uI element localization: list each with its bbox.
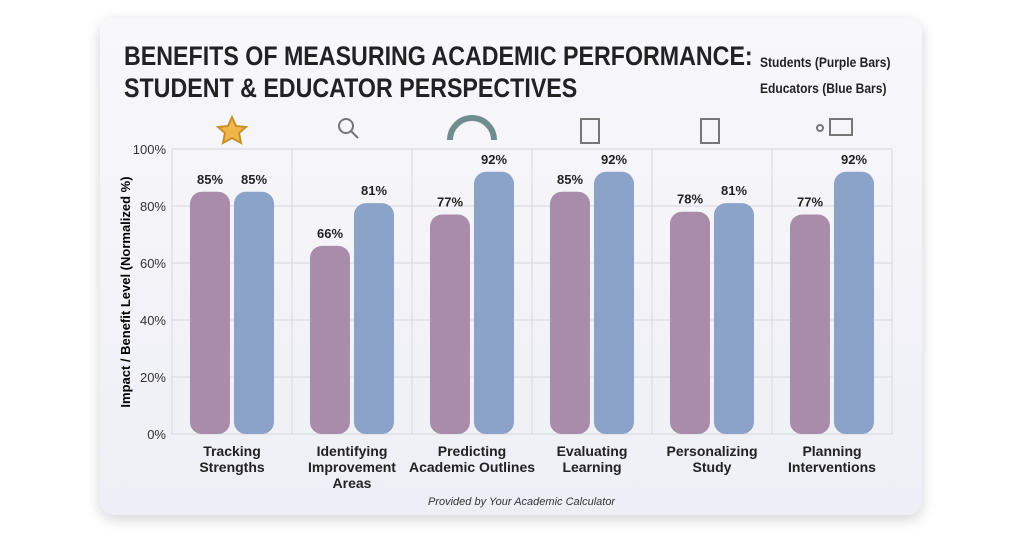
chart-title: BENEFITS OF MEASURING ACADEMIC PERFORMAN… bbox=[124, 41, 753, 103]
bar bbox=[790, 214, 830, 434]
bar bbox=[550, 191, 590, 434]
clipboard-icon bbox=[700, 118, 720, 144]
star-icon bbox=[215, 114, 249, 145]
bar bbox=[474, 171, 514, 435]
x-tick-label: Planning Interventions bbox=[788, 443, 876, 475]
board-icon bbox=[829, 118, 853, 136]
search-icon-handle bbox=[350, 130, 359, 139]
footer: Provided by Your Academic Calculator bbox=[428, 496, 616, 508]
icons bbox=[215, 114, 853, 145]
gauge-icon bbox=[447, 115, 497, 141]
bar bbox=[670, 211, 710, 434]
x-tick-label: Identifying Improvement Areas bbox=[308, 443, 396, 491]
bar bbox=[714, 203, 754, 434]
bar bbox=[190, 191, 230, 434]
value-label: 77% bbox=[437, 195, 463, 210]
value-label: 78% bbox=[677, 192, 703, 207]
value-label: 92% bbox=[601, 152, 627, 167]
value-label: 85% bbox=[197, 172, 223, 187]
y-tick-label: 80% bbox=[140, 199, 166, 214]
y-tick-label: 20% bbox=[140, 370, 166, 385]
y-tick-label: 0% bbox=[147, 427, 166, 442]
value-label: 92% bbox=[841, 152, 867, 167]
bar bbox=[234, 191, 274, 434]
bar bbox=[594, 171, 634, 435]
x-tick-label: Evaluating Learning bbox=[556, 443, 628, 475]
value-label: 81% bbox=[721, 183, 747, 198]
x-tick-label: Tracking Strengths bbox=[199, 443, 265, 475]
person-icon bbox=[816, 124, 824, 132]
legend-entry: Educators (Blue Bars) bbox=[760, 80, 887, 96]
y-axis-label: Impact / Benefit Level (Normalized %) bbox=[118, 176, 133, 407]
y-tick-label: 60% bbox=[140, 256, 166, 271]
y-tick-label: 40% bbox=[140, 313, 166, 328]
bar bbox=[354, 203, 394, 434]
y-tick-label: 100% bbox=[133, 142, 167, 157]
clipboard-icon bbox=[580, 118, 600, 144]
value-label: 85% bbox=[241, 172, 267, 187]
bar bbox=[430, 214, 470, 434]
bar bbox=[834, 171, 874, 435]
value-label: 92% bbox=[481, 152, 507, 167]
x-tick-label: Predicting Academic Outlines bbox=[408, 443, 536, 475]
x-tick-label: Personalizing Study bbox=[666, 443, 758, 475]
value-label: 66% bbox=[317, 226, 343, 241]
value-label: 81% bbox=[361, 183, 387, 198]
search-icon bbox=[338, 118, 354, 134]
bar bbox=[310, 245, 350, 434]
value-label: 77% bbox=[797, 195, 823, 210]
legend-entry: Students (Purple Bars) bbox=[760, 54, 891, 70]
value-label: 85% bbox=[557, 172, 583, 187]
